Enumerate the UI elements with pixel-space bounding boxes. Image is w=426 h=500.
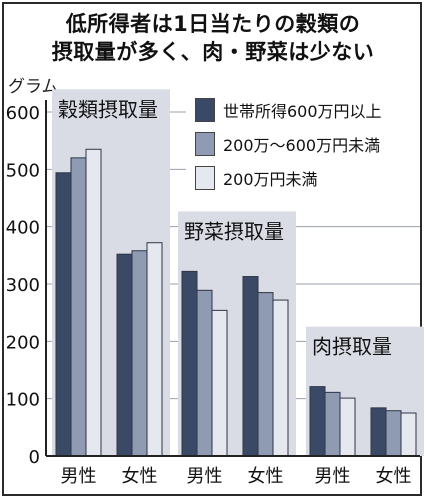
bar: [309, 386, 326, 457]
legend-swatch-low: [195, 166, 215, 190]
y-tick-label: 100: [6, 390, 40, 411]
bar: [85, 148, 102, 457]
y-tick-label: 0: [29, 447, 40, 468]
bar: [70, 157, 87, 457]
x-category-label: 女性: [376, 466, 412, 487]
bar: [131, 250, 148, 457]
legend-label-mid: 200万～600万円未満: [223, 136, 381, 155]
y-tick-label: 400: [6, 218, 40, 239]
legend-swatch-mid: [195, 132, 215, 156]
bar: [196, 289, 213, 457]
x-category-label: 女性: [248, 466, 284, 487]
legend-label-high: 世帯所得600万円以上: [223, 102, 382, 121]
group-label-box: [54, 93, 164, 124]
bar: [242, 276, 259, 457]
group-label: 野菜摂取量: [184, 219, 284, 243]
x-category-label: 女性: [122, 466, 158, 487]
bar: [370, 407, 387, 457]
bar: [257, 292, 274, 457]
bar: [116, 253, 133, 457]
bar: [211, 309, 228, 457]
legend-swatch-high: [195, 98, 215, 122]
bar: [339, 397, 356, 457]
bar: [385, 410, 402, 457]
bar: [55, 172, 72, 457]
chart-title-line-1: 低所得者は1日当たりの穀類の: [65, 12, 361, 36]
legend-item-high-income: 世帯所得600万円以上: [195, 97, 382, 123]
legend-label-low: 200万円未満: [223, 170, 318, 189]
y-axis-label: グラム: [8, 77, 59, 97]
bar: [324, 391, 341, 457]
chart-title-line-2: 摂取量が多く、肉・野菜は少ない: [51, 40, 375, 64]
x-category-label: 男性: [315, 466, 351, 487]
bar: [146, 242, 163, 457]
x-category-label: 男性: [187, 466, 223, 487]
x-category-label: 男性: [61, 466, 97, 487]
legend-item-mid-income: 200万～600万円未満: [195, 131, 380, 157]
group-label: 肉摂取量: [312, 335, 392, 359]
group-label-box: [180, 215, 290, 246]
bar: [181, 270, 198, 457]
bar: [272, 299, 289, 457]
y-tick-label: 200: [6, 332, 40, 353]
group-label: 穀類摂取量: [58, 97, 158, 121]
legend: 世帯所得600万円以上 200万～600万円未満 200万円未満: [186, 90, 420, 200]
group-label-box: [308, 330, 392, 361]
y-tick-label: 600: [6, 103, 40, 124]
legend-item-low-income: 200万円未満: [195, 165, 318, 191]
bar: [400, 412, 417, 457]
y-tick-label: 300: [6, 275, 40, 296]
y-tick-label: 500: [6, 160, 40, 181]
